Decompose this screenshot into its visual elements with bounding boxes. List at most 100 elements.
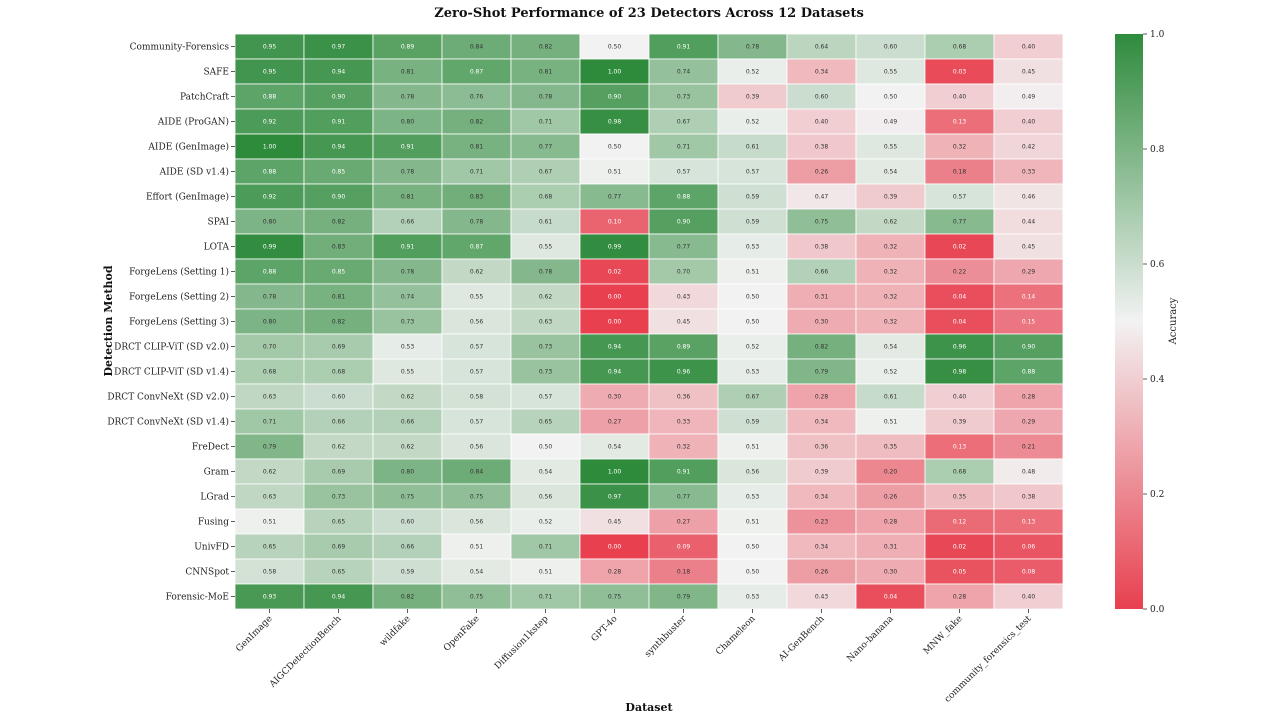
cell-value-label: 0.62	[401, 444, 415, 451]
column-tick-label: GPT-4o	[590, 614, 620, 644]
cell-value-label: 0.55	[539, 244, 553, 251]
cell-value-label: 0.96	[677, 369, 691, 376]
cell-value-label: 0.82	[470, 119, 484, 126]
cell-value-label: 0.40	[1022, 594, 1036, 601]
cell-value-label: 0.00	[608, 294, 622, 301]
colorbar: 0.0 0.2 0.4 0.6 0.8 1.0 Accuracy	[1115, 30, 1179, 615]
cell-value-label: 0.40	[953, 94, 967, 101]
cell-value-label: 0.87	[470, 69, 484, 76]
cell-value-label: 0.67	[677, 119, 691, 126]
cell-value-label: 0.03	[953, 69, 967, 76]
cell-value-label: 0.65	[263, 544, 277, 551]
heatmap-cell	[579, 233, 650, 260]
cell-value-label: 0.02	[953, 544, 967, 551]
cell-value-label: 0.66	[332, 419, 346, 426]
cell-value-label: 0.71	[539, 594, 553, 601]
cell-value-label: 0.75	[470, 594, 484, 601]
heatmap-cell	[786, 558, 857, 585]
cell-value-label: 0.81	[401, 69, 415, 76]
heatmap-cell	[441, 458, 512, 485]
heatmap-cell	[993, 458, 1064, 485]
heatmap-cell	[648, 333, 719, 360]
cell-value-label: 0.29	[1022, 269, 1036, 276]
cell-value-label: 0.74	[401, 294, 415, 301]
heatmap-cell	[993, 258, 1064, 285]
heatmap-cell	[303, 133, 374, 160]
cell-value-label: 0.51	[746, 269, 760, 276]
heatmap-cell	[579, 483, 650, 510]
cell-value-label: 0.61	[884, 394, 898, 401]
cell-value-label: 0.80	[263, 219, 277, 226]
cell-value-label: 0.53	[746, 594, 760, 601]
cell-value-label: 0.77	[608, 194, 622, 201]
heatmap-cell	[372, 208, 443, 235]
heatmap-cell	[855, 383, 926, 410]
cell-value-label: 0.93	[263, 594, 277, 601]
cell-value-label: 0.75	[608, 594, 622, 601]
heatmap-cell	[648, 208, 719, 235]
cell-value-label: 0.39	[884, 194, 898, 201]
heatmap-cell	[924, 258, 995, 285]
cell-value-label: 0.08	[1022, 569, 1036, 576]
heatmap-cell	[648, 258, 719, 285]
cell-value-label: 0.14	[1022, 294, 1036, 301]
heatmap-cell	[510, 383, 581, 410]
heatmap-cell	[993, 58, 1064, 85]
heatmap-cell	[924, 483, 995, 510]
cell-value-label: 0.62	[470, 269, 484, 276]
cell-value-label: 0.52	[746, 119, 760, 126]
heatmap-cell	[510, 133, 581, 160]
heatmap-cell	[234, 108, 305, 135]
cell-value-label: 0.88	[263, 94, 277, 101]
cell-value-label: 0.40	[1022, 119, 1036, 126]
cell-value-label: 0.94	[332, 69, 346, 76]
cell-value-label: 0.30	[815, 319, 829, 326]
cell-value-label: 0.32	[953, 144, 967, 151]
cell-value-label: 0.73	[677, 94, 691, 101]
row-tick-label: ForgeLens (Setting 1)	[129, 267, 229, 278]
heatmap-cell	[993, 408, 1064, 435]
cell-value-label: 0.53	[746, 494, 760, 501]
heatmap-cell	[717, 333, 788, 360]
cell-value-label: 0.79	[815, 369, 829, 376]
cell-value-label: 0.70	[677, 269, 691, 276]
cell-value-label: 0.34	[815, 69, 829, 76]
cell-value-label: 0.68	[953, 469, 967, 476]
cell-value-label: 0.82	[332, 319, 346, 326]
cell-value-label: 0.43	[677, 294, 691, 301]
column-tick-label: Diffusion1kstep	[493, 614, 551, 672]
heatmap-cell	[648, 233, 719, 260]
cell-value-label: 0.65	[332, 569, 346, 576]
cell-value-label: 0.50	[746, 544, 760, 551]
heatmap-cell	[924, 108, 995, 135]
heatmap-cell	[717, 508, 788, 535]
cell-value-label: 0.85	[332, 269, 346, 276]
heatmap-cell	[372, 458, 443, 485]
heatmap-cell	[786, 108, 857, 135]
cell-value-label: 0.28	[608, 569, 622, 576]
cell-value-label: 0.57	[470, 419, 484, 426]
cell-value-label: 0.81	[332, 294, 346, 301]
cell-value-label: 0.35	[953, 494, 967, 501]
cell-value-label: 0.31	[884, 544, 898, 551]
heatmap-cell	[234, 358, 305, 385]
cell-value-label: 0.78	[401, 169, 415, 176]
cell-value-label: 0.51	[746, 519, 760, 526]
heatmap-cell	[579, 158, 650, 185]
cell-value-label: 0.71	[539, 119, 553, 126]
heatmap-cell	[993, 158, 1064, 185]
heatmap-cell	[993, 33, 1064, 60]
heatmap-cell	[303, 408, 374, 435]
cell-value-label: 0.52	[539, 519, 553, 526]
cell-value-label: 0.95	[263, 44, 277, 51]
cell-value-label: 0.10	[608, 219, 622, 226]
cell-value-label: 0.51	[470, 544, 484, 551]
heatmap-cell	[510, 258, 581, 285]
cell-value-label: 0.61	[746, 144, 760, 151]
cell-value-label: 0.78	[401, 269, 415, 276]
cell-value-label: 0.32	[884, 244, 898, 251]
heatmap-cell	[717, 558, 788, 585]
heatmap-cell	[372, 183, 443, 210]
cell-value-label: 0.60	[884, 44, 898, 51]
heatmap-cell	[579, 133, 650, 160]
